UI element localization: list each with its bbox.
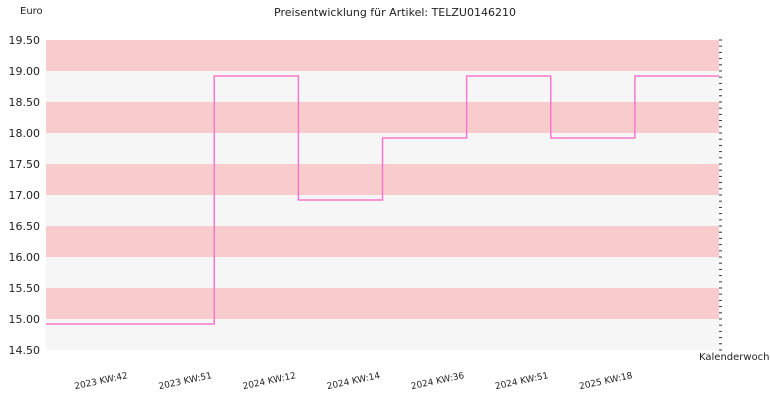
x-tick-label: 2024 KW:51 — [494, 371, 549, 392]
y-tick-label: 19.00 — [9, 65, 41, 78]
background-band — [46, 257, 719, 288]
x-tick-label: 2024 KW:12 — [242, 371, 297, 392]
x-tick-label: 2024 KW:36 — [410, 371, 465, 392]
x-tick-label: 2024 KW:14 — [326, 371, 381, 392]
series-line — [46, 75, 719, 325]
x-axis-ticks: 2023 KW:42 2023 KW:51 2024 KW:12 2024 KW:14… — [74, 371, 634, 392]
chart-title: Preisentwicklung für Artikel: TELZU01462… — [274, 6, 516, 19]
right-minor-ticks — [719, 39, 722, 351]
y-tick-label: 19.50 — [9, 34, 41, 47]
y-tick-label: 18.00 — [9, 127, 41, 140]
y-tick-label: 16.00 — [9, 251, 41, 264]
x-tick-label: 2023 KW:42 — [74, 371, 129, 392]
background-band — [46, 288, 719, 319]
y-tick-label: 17.00 — [9, 189, 41, 202]
x-tick-label: 2023 KW:51 — [158, 371, 213, 392]
background-band — [46, 40, 719, 71]
y-axis-label: Euro — [20, 6, 43, 17]
x-tick-label: 2025 KW:18 — [578, 371, 633, 392]
y-tick-label: 16.50 — [9, 220, 41, 233]
background-bands — [46, 40, 719, 350]
y-tick-label: 17.50 — [9, 158, 41, 171]
background-band — [46, 102, 719, 133]
y-axis-ticks: 14.50 15.00 15.50 16.00 16.50 17.00 17.50 18.00… — [9, 34, 41, 357]
background-band — [46, 71, 719, 102]
y-tick-label: 14.50 — [9, 344, 41, 357]
background-band — [46, 226, 719, 257]
x-axis-label: Kalenderwoche — [699, 352, 770, 363]
y-tick-label: 15.00 — [9, 313, 41, 326]
y-tick-label: 15.50 — [9, 282, 41, 295]
y-tick-label: 18.50 — [9, 96, 41, 109]
